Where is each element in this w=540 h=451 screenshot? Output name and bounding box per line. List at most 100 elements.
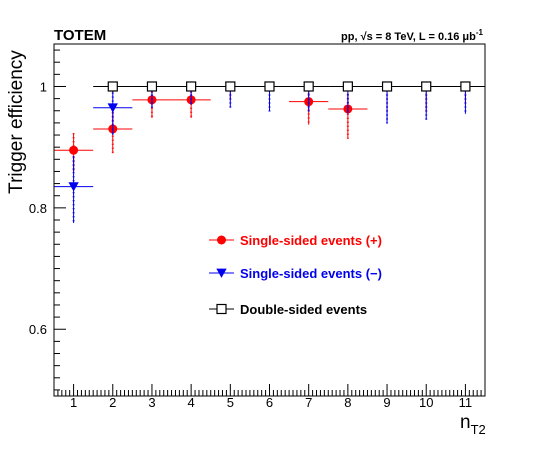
legend: Single-sided events (+) Single-sided even…	[209, 233, 382, 317]
tick-labels: 1 2 3 4 5 6 7 8 9 10 11 0.6 0.8 1	[29, 79, 472, 410]
legend-label: Single-sided events (−)	[240, 266, 382, 281]
error-bar-dot	[72, 164, 75, 166]
data-point	[303, 81, 314, 92]
error-bar-dot	[464, 98, 467, 100]
error-bar-dot	[386, 114, 389, 116]
x-tick-label: 7	[305, 395, 312, 410]
error-bar-dot	[346, 121, 349, 123]
error-bar-dot	[346, 113, 349, 115]
error-bar-dot	[229, 94, 232, 96]
error-bar-dot	[346, 137, 349, 139]
error-bar-dot	[190, 107, 193, 109]
error-bar-dot	[111, 92, 114, 94]
error-bar-dot	[346, 133, 349, 135]
x-tick-label: 10	[419, 395, 433, 410]
error-bar-dot	[111, 135, 114, 137]
error-bar-dot	[190, 94, 193, 96]
error-bar-dot	[386, 122, 389, 124]
legend-marker	[216, 268, 227, 278]
x-tick-label: 2	[109, 395, 116, 410]
error-bar-dot	[268, 110, 271, 112]
error-bar-dot	[268, 106, 271, 108]
error-bar-dot	[386, 94, 389, 96]
error-bar-dot	[425, 110, 428, 112]
error-bar-dot	[268, 102, 271, 104]
error-bar-dot	[111, 132, 114, 134]
error-bar-dot	[464, 110, 467, 112]
data-point	[146, 81, 158, 92]
error-bar-dot	[150, 111, 153, 113]
error-bar-dot	[150, 107, 153, 109]
error-bar-dot	[346, 102, 349, 104]
error-bar-dot	[307, 106, 310, 108]
error-bar-dot	[307, 102, 310, 104]
error-bar-dot	[72, 141, 75, 143]
error-bar-dot	[150, 102, 153, 104]
x-tick-label: 8	[344, 395, 351, 410]
error-bar-dot	[346, 129, 349, 131]
error-bar-dot	[425, 98, 428, 100]
x-tick-label: 3	[148, 395, 155, 410]
error-bar-dot	[72, 137, 75, 139]
error-bar-dot	[111, 96, 114, 98]
legend-marker	[216, 303, 227, 315]
error-bar-dot	[425, 94, 428, 96]
y-tick-label: 0.6	[29, 322, 47, 337]
error-bar-dot	[229, 102, 232, 104]
data-point	[186, 81, 197, 92]
y-tick-label: 1	[40, 79, 47, 94]
error-bar-dot	[307, 117, 310, 119]
data-point	[460, 81, 471, 92]
error-bar-dot	[111, 116, 114, 118]
error-bar-dot	[111, 112, 114, 114]
error-bar-dot	[346, 110, 349, 112]
data-point	[381, 81, 393, 92]
data-point	[107, 81, 118, 92]
error-bar-dot	[72, 216, 75, 218]
error-bar-dot	[190, 102, 193, 104]
error-bar-dot	[111, 151, 114, 153]
legend-label: Single-sided events (+)	[240, 233, 382, 248]
error-bar-dot	[386, 118, 389, 120]
error-bar-dot	[150, 115, 153, 117]
error-bar-dot	[346, 98, 349, 100]
error-bar-dot	[464, 94, 467, 96]
error-bar-dot	[111, 124, 114, 126]
error-bar-dot	[72, 156, 75, 158]
error-bar-dot	[386, 110, 389, 112]
x-tick-label: 5	[227, 395, 234, 410]
x-tick-label: 6	[266, 395, 273, 410]
error-bar-dot	[425, 118, 428, 120]
error-bar-dot	[307, 94, 310, 96]
error-bar-dot	[425, 114, 428, 116]
error-bar-dot	[425, 102, 428, 104]
error-bar-dot	[72, 133, 75, 135]
x-tick-label: 9	[383, 395, 390, 410]
error-bar-dot	[72, 220, 75, 222]
x-tick-label: 4	[188, 395, 195, 410]
axis-ticks	[53, 49, 486, 396]
data-point	[69, 145, 79, 155]
error-bar-dot	[346, 125, 349, 127]
error-bar-dot	[190, 115, 193, 117]
error-bar-dot	[425, 106, 428, 108]
x-tick-label: 1	[70, 395, 77, 410]
y-tick-label: 0.8	[29, 201, 47, 216]
error-bar-dot	[464, 106, 467, 108]
error-bar-dot	[111, 128, 114, 130]
error-bar-dot	[111, 120, 114, 122]
error-bar-dot	[346, 106, 349, 108]
error-bar-dot	[111, 139, 114, 141]
error-bar-dot	[72, 208, 75, 210]
legend-label: Double-sided events	[240, 302, 367, 317]
error-bar-dot	[111, 100, 114, 102]
error-bar-dot	[72, 180, 75, 182]
error-bar-dot	[150, 106, 153, 108]
error-bar-dot	[190, 111, 193, 113]
error-bar-dot	[72, 160, 75, 162]
error-bar-dot	[346, 94, 349, 96]
legend-marker	[217, 235, 226, 245]
error-bar-dot	[307, 121, 310, 123]
error-bar-dot	[386, 98, 389, 100]
error-bar-dot	[229, 106, 232, 108]
